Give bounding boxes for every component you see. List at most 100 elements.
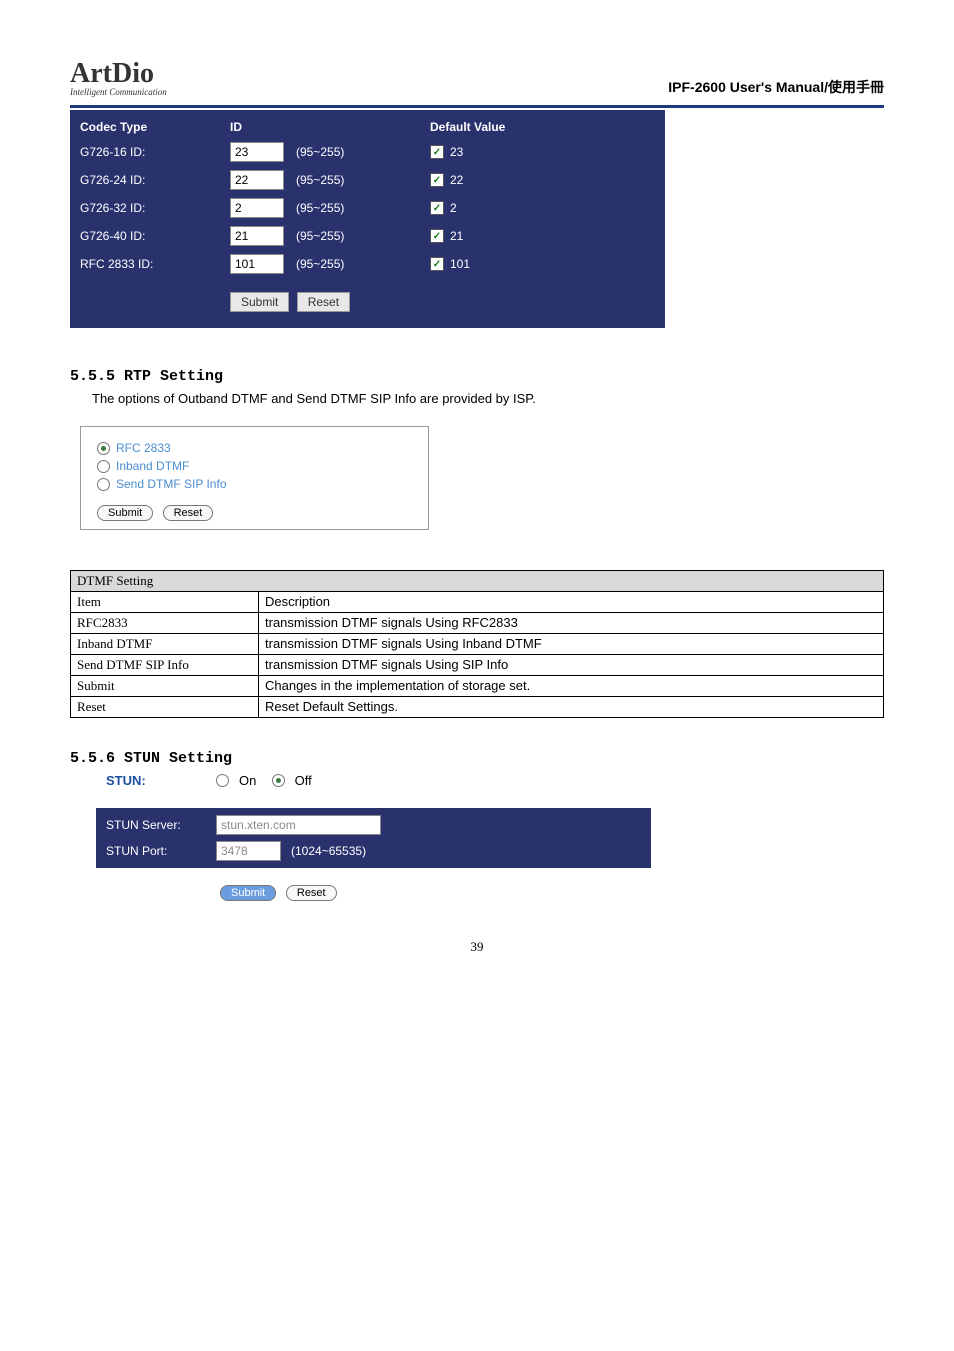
dtmf-option-label: RFC 2833: [116, 441, 171, 455]
stun-port-range: (1024~65535): [291, 844, 366, 858]
codec-range: (95~255): [296, 173, 344, 187]
dtmf-option-radio[interactable]: [97, 478, 110, 491]
page-header: ArtDio Intelligent Communication IPF-260…: [70, 60, 884, 97]
stun-port-row: STUN Port: (1024~65535): [96, 838, 651, 864]
codec-row-default: 22: [430, 173, 655, 187]
table-row: ResetReset Default Settings.: [71, 697, 884, 718]
codec-default-checkbox[interactable]: [430, 173, 444, 187]
codec-row: G726-40 ID:(95~255)21: [80, 222, 655, 250]
codec-default-value: 2: [450, 201, 457, 215]
dtmf-submit-button[interactable]: Submit: [97, 505, 153, 521]
dtmf-reset-button[interactable]: Reset: [163, 505, 214, 521]
dtmf-option-row: RFC 2833: [97, 441, 412, 455]
rtp-section-desc: The options of Outband DTMF and Send DTM…: [92, 391, 884, 406]
dtmf-option-label: Send DTMF SIP Info: [116, 477, 227, 491]
codec-reset-button[interactable]: Reset: [297, 292, 350, 312]
codec-id-input[interactable]: [230, 254, 284, 274]
table-header-desc: Description: [259, 592, 884, 613]
codec-default-value: 101: [450, 257, 470, 271]
codec-row-label: G726-32 ID:: [80, 201, 230, 215]
table-header-item: Item: [71, 592, 259, 613]
table-cell-item: Inband DTMF: [71, 634, 259, 655]
dtmf-option-radio[interactable]: [97, 460, 110, 473]
codec-row: G726-32 ID: (95~255) 2: [80, 194, 655, 222]
stun-radio-group: On Off: [216, 773, 312, 788]
codec-row-default: 2: [430, 201, 655, 215]
codec-id-input[interactable]: [230, 142, 284, 162]
stun-port-input[interactable]: [216, 841, 281, 861]
stun-server-row: STUN Server:: [96, 812, 651, 838]
codec-header-row: Codec Type ID Default Value: [80, 116, 655, 138]
table-cell-desc: transmission DTMF signals Using RFC2833: [259, 613, 884, 634]
codec-row: G726-16 ID: (95~255) 23: [80, 138, 655, 166]
rtp-section-title: 5.5.5 RTP Setting: [70, 368, 884, 385]
codec-row: G726-24 ID: (95~255) 22: [80, 166, 655, 194]
codec-submit-button[interactable]: Submit: [230, 292, 289, 312]
dtmf-option-row: Inband DTMF: [97, 459, 412, 473]
codec-id-input[interactable]: [230, 170, 284, 190]
dtmf-buttons: Submit Reset: [97, 505, 412, 519]
header-divider: [70, 105, 884, 108]
codec-row-label: G726-16 ID:: [80, 145, 230, 159]
codec-id-input[interactable]: [230, 198, 284, 218]
stun-off-label: Off: [295, 773, 312, 788]
codec-header-type: Codec Type: [80, 120, 230, 134]
table-header-row: Item Description: [71, 592, 884, 613]
codec-buttons: Submit Reset: [230, 292, 655, 312]
dtmf-option-label: Inband DTMF: [116, 459, 189, 473]
codec-default-value: 21: [450, 229, 463, 243]
codec-header-default: Default Value: [430, 120, 655, 134]
stun-server-input[interactable]: [216, 815, 381, 835]
page-number: 39: [70, 939, 884, 955]
table-cell-item: Reset: [71, 697, 259, 718]
stun-on-label: On: [239, 773, 256, 788]
codec-range: (95~255): [296, 229, 344, 243]
doc-title: IPF-2600 User's Manual/使用手冊: [668, 77, 884, 97]
stun-section-title: 5.5.6 STUN Setting: [70, 750, 884, 767]
stun-port-label: STUN Port:: [106, 844, 216, 858]
stun-label: STUN:: [106, 773, 216, 788]
codec-id-input[interactable]: [230, 226, 284, 246]
table-cell-desc: Reset Default Settings.: [259, 697, 884, 718]
codec-row-default: 21: [430, 229, 655, 243]
table-row: SubmitChanges in the implementation of s…: [71, 676, 884, 697]
logo-sub: Intelligent Communication: [70, 88, 167, 97]
codec-row-default: 101: [430, 257, 655, 271]
dtmf-description-table: DTMF Setting Item Description RFC2833tra…: [70, 570, 884, 718]
stun-panel: STUN Server: STUN Port: (1024~65535): [96, 808, 651, 868]
codec-default-checkbox[interactable]: [430, 201, 444, 215]
table-cell-item: Send DTMF SIP Info: [71, 655, 259, 676]
stun-on-radio[interactable]: [216, 774, 229, 787]
codec-header-id: ID: [230, 120, 430, 134]
stun-buttons: Submit Reset: [220, 884, 884, 899]
codec-panel: Codec Type ID Default Value G726-16 ID: (…: [70, 110, 665, 328]
codec-default-checkbox[interactable]: [430, 257, 444, 271]
stun-submit-button[interactable]: Submit: [220, 885, 276, 901]
codec-row: RFC 2833 ID:(95~255)101: [80, 250, 655, 278]
dtmf-option-radio[interactable]: [97, 442, 110, 455]
stun-toggle-row: STUN: On Off: [106, 773, 884, 788]
stun-server-label: STUN Server:: [106, 818, 216, 832]
stun-reset-button[interactable]: Reset: [286, 885, 337, 901]
table-title: DTMF Setting: [71, 571, 884, 592]
codec-range: (95~255): [296, 145, 344, 159]
dtmf-option-row: Send DTMF SIP Info: [97, 477, 412, 491]
codec-default-value: 22: [450, 173, 463, 187]
logo-main: ArtDio: [70, 60, 167, 88]
codec-row-id: (95~255): [230, 142, 430, 162]
codec-default-checkbox[interactable]: [430, 229, 444, 243]
table-cell-item: RFC2833: [71, 613, 259, 634]
logo: ArtDio Intelligent Communication: [70, 60, 167, 97]
stun-off-radio[interactable]: [272, 774, 285, 787]
codec-default-checkbox[interactable]: [430, 145, 444, 159]
table-title-row: DTMF Setting: [71, 571, 884, 592]
codec-range: (95~255): [296, 201, 344, 215]
codec-row-default: 23: [430, 145, 655, 159]
table-cell-desc: transmission DTMF signals Using SIP Info: [259, 655, 884, 676]
table-cell-item: Submit: [71, 676, 259, 697]
table-cell-desc: transmission DTMF signals Using Inband D…: [259, 634, 884, 655]
codec-row-label: G726-24 ID:: [80, 173, 230, 187]
codec-row-id: (95~255): [230, 226, 430, 246]
table-row: Send DTMF SIP Infotransmission DTMF sign…: [71, 655, 884, 676]
codec-row-id: (95~255): [230, 198, 430, 218]
